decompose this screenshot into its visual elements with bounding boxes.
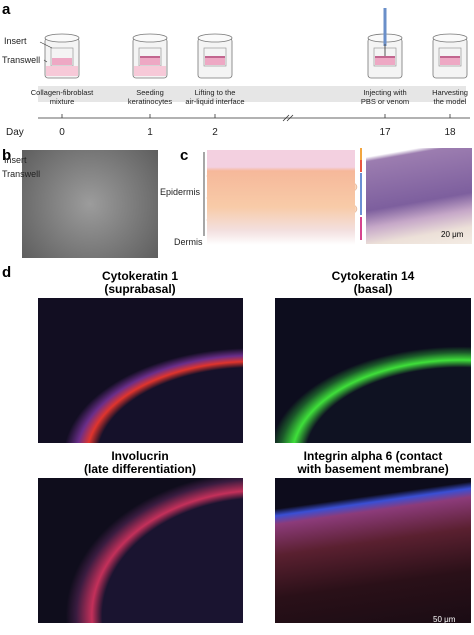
cells xyxy=(440,56,460,58)
gel xyxy=(205,58,225,65)
image-title: (suprabasal) xyxy=(104,282,176,296)
day-number: 1 xyxy=(147,127,153,138)
epidermis-label: Epidermis xyxy=(160,187,201,197)
day-number: 0 xyxy=(59,127,65,138)
fluorescence-image xyxy=(38,298,243,443)
gel xyxy=(375,58,395,65)
image-title: Integrin alpha 6 (contact xyxy=(303,449,443,463)
cells xyxy=(140,56,160,58)
axis-break xyxy=(282,114,290,122)
medium xyxy=(46,66,78,76)
scale-bar-label: 20 μm xyxy=(441,230,464,239)
step-label: Collagen-fibroblast xyxy=(30,88,94,97)
insert-pointer xyxy=(39,41,53,49)
panel-label: d xyxy=(2,264,12,281)
fluorescence-image xyxy=(275,298,471,443)
image-title: Cytokeratin 1 xyxy=(101,269,179,283)
gel xyxy=(52,58,72,65)
image-title: Involucrin xyxy=(111,449,169,463)
day-number: 2 xyxy=(212,127,218,138)
transwell-pointer xyxy=(43,59,48,63)
panel-label: c xyxy=(180,147,189,164)
well-rim xyxy=(132,33,168,43)
step-label: air-liquid interface xyxy=(185,97,245,106)
gel xyxy=(440,58,460,65)
insert-label: Insert xyxy=(4,36,27,46)
step-label: Injecting with xyxy=(363,88,407,97)
fluorescence-image xyxy=(38,478,243,623)
gel xyxy=(140,58,160,65)
insert xyxy=(203,47,227,67)
day-number: 18 xyxy=(444,127,456,138)
step-label: Lifting to the xyxy=(194,88,236,97)
image-title: with basement membrane) xyxy=(297,462,449,476)
insert-label: Insert xyxy=(4,155,27,165)
day-number: 17 xyxy=(379,127,391,138)
day-label: Day xyxy=(6,127,24,138)
step-label: the model xyxy=(433,97,467,106)
fluorescence-image xyxy=(275,478,471,623)
axis-break xyxy=(286,114,294,122)
insert xyxy=(438,47,462,67)
well-rim xyxy=(197,33,233,43)
cells xyxy=(375,56,395,58)
step-label: PBS or venom xyxy=(360,97,410,106)
skin-diagram xyxy=(207,150,355,245)
cells xyxy=(205,56,225,58)
well-rim xyxy=(432,33,468,43)
timeline-band xyxy=(38,86,466,102)
scale-bar-label: 50 μm xyxy=(433,615,456,624)
plate-photo xyxy=(22,150,158,258)
panel-label: b xyxy=(2,147,12,164)
step-label: Harvesting xyxy=(432,88,468,97)
image-title: (late differentiation) xyxy=(83,462,197,476)
well-rim xyxy=(44,33,80,43)
dermis-label: Dermis xyxy=(174,237,203,247)
step-label: keratinocytes xyxy=(127,97,173,106)
image-title: Cytokeratin 14 xyxy=(331,269,415,283)
step-label: mixture xyxy=(49,97,75,106)
transwell-label: Transwell xyxy=(2,169,41,179)
panel-label: a xyxy=(2,1,11,18)
image-title: (basal) xyxy=(353,282,393,296)
step-label: Seeding xyxy=(136,88,164,97)
medium xyxy=(134,66,166,76)
histology-image xyxy=(366,148,472,244)
transwell-label: Transwell xyxy=(2,55,41,65)
